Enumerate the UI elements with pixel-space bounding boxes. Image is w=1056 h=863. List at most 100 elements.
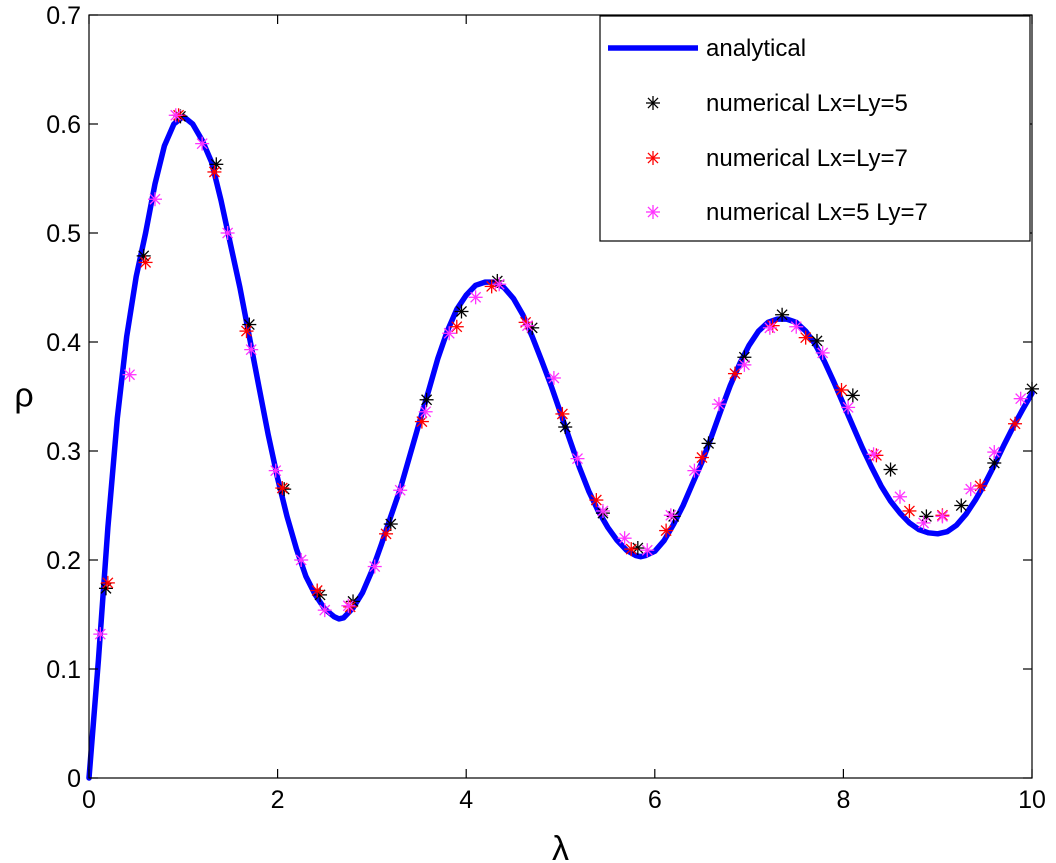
data-point	[973, 478, 988, 493]
data-point	[798, 330, 813, 345]
legend: analytical numerical Lx=Ly=5 numerical Lx=…	[599, 15, 1031, 242]
legend-swatch-marker	[646, 151, 660, 165]
y-tick-label: 0.5	[46, 220, 81, 248]
x-tick-label: 4	[459, 786, 473, 814]
data-point	[294, 553, 309, 567]
data-point	[737, 357, 752, 372]
data-point	[589, 493, 604, 508]
data-point	[963, 482, 978, 497]
data-point	[775, 307, 790, 322]
y-tick-label: 0.1	[46, 656, 81, 684]
y-tick-label: 0.6	[46, 111, 81, 139]
data-point	[789, 319, 804, 334]
data-point	[987, 445, 1002, 460]
data-point	[520, 318, 535, 333]
data-point	[207, 164, 222, 179]
data-point	[624, 542, 639, 557]
data-point	[454, 304, 469, 319]
data-point	[1013, 391, 1028, 406]
data-point	[809, 333, 824, 348]
data-point	[546, 370, 561, 385]
data-point	[138, 255, 153, 270]
data-point	[367, 559, 382, 574]
series-markers-3	[93, 108, 1028, 642]
data-point	[317, 603, 332, 618]
data-point	[310, 583, 325, 598]
legend-box	[599, 15, 1031, 242]
data-point	[640, 543, 655, 558]
data-point	[558, 420, 573, 435]
data-point	[122, 367, 137, 382]
data-point	[419, 392, 434, 407]
data-point	[663, 508, 678, 523]
data-point	[630, 541, 645, 556]
legend-swatch-marker	[646, 205, 660, 219]
y-tick-label: 0.7	[46, 2, 81, 30]
legend-label: numerical Lx=Ly=5	[706, 90, 908, 117]
data-point	[195, 136, 210, 151]
data-point	[275, 481, 290, 496]
data-point	[815, 345, 830, 360]
data-point	[845, 388, 860, 403]
data-point	[916, 515, 931, 530]
y-tick-label: 0	[67, 765, 81, 793]
data-point	[93, 627, 108, 642]
data-point	[659, 523, 674, 538]
data-point	[935, 509, 950, 524]
data-point	[841, 400, 856, 415]
y-tick-label: 0.2	[46, 547, 81, 575]
x-tick-label: 2	[271, 786, 285, 814]
x-tick-label: 0	[82, 786, 96, 814]
data-point	[866, 447, 881, 462]
legend-label: numerical Lx=5 Ly=7	[706, 199, 928, 226]
data-point	[239, 324, 254, 339]
data-point	[468, 290, 483, 305]
data-point	[168, 108, 183, 123]
data-point	[883, 462, 898, 477]
data-point	[869, 448, 884, 463]
x-tick-label: 8	[836, 786, 850, 814]
data-point	[762, 320, 777, 335]
data-point	[148, 192, 163, 207]
data-point	[694, 450, 709, 465]
data-point	[492, 277, 507, 292]
data-point	[220, 226, 235, 240]
data-point	[379, 526, 394, 541]
data-point	[100, 575, 115, 590]
data-point	[209, 157, 224, 172]
data-point	[268, 463, 283, 478]
data-point	[393, 483, 408, 498]
plot-frame	[88, 14, 1033, 779]
data-point	[701, 436, 716, 451]
x-axis-label: λ	[552, 830, 569, 863]
y-tick-label: 0.3	[46, 438, 81, 466]
ticks-layer: 0 2 4 6 8 10 0 0.1 0.2 0.3 0.4 0.5 0.6 0.7	[46, 2, 1046, 814]
legend-label: analytical	[706, 35, 806, 62]
data-point	[595, 503, 610, 518]
y-axis-label: ρ	[14, 377, 33, 415]
data-point	[727, 366, 742, 381]
data-point	[666, 509, 681, 524]
data-point	[555, 406, 570, 421]
data-point	[449, 319, 464, 334]
data-point	[341, 598, 356, 613]
data-point	[570, 451, 585, 466]
data-point	[902, 503, 917, 518]
data-point	[687, 463, 702, 478]
data-point	[834, 382, 849, 397]
x-tick-label: 10	[1018, 786, 1046, 814]
legend-items: analytical numerical Lx=Ly=5 numerical Lx=…	[608, 35, 928, 226]
data-point	[711, 397, 726, 412]
data-point	[892, 489, 907, 504]
legend-swatch-marker	[646, 96, 660, 110]
legend-label: numerical Lx=Ly=7	[706, 145, 908, 172]
x-tick-label: 6	[648, 786, 662, 814]
data-point	[414, 414, 429, 429]
y-tick-label: 0.4	[46, 329, 81, 357]
data-point	[1008, 416, 1023, 431]
data-point	[617, 531, 632, 546]
data-point	[954, 498, 969, 513]
data-point	[442, 326, 457, 341]
series-layer	[86, 108, 1039, 781]
